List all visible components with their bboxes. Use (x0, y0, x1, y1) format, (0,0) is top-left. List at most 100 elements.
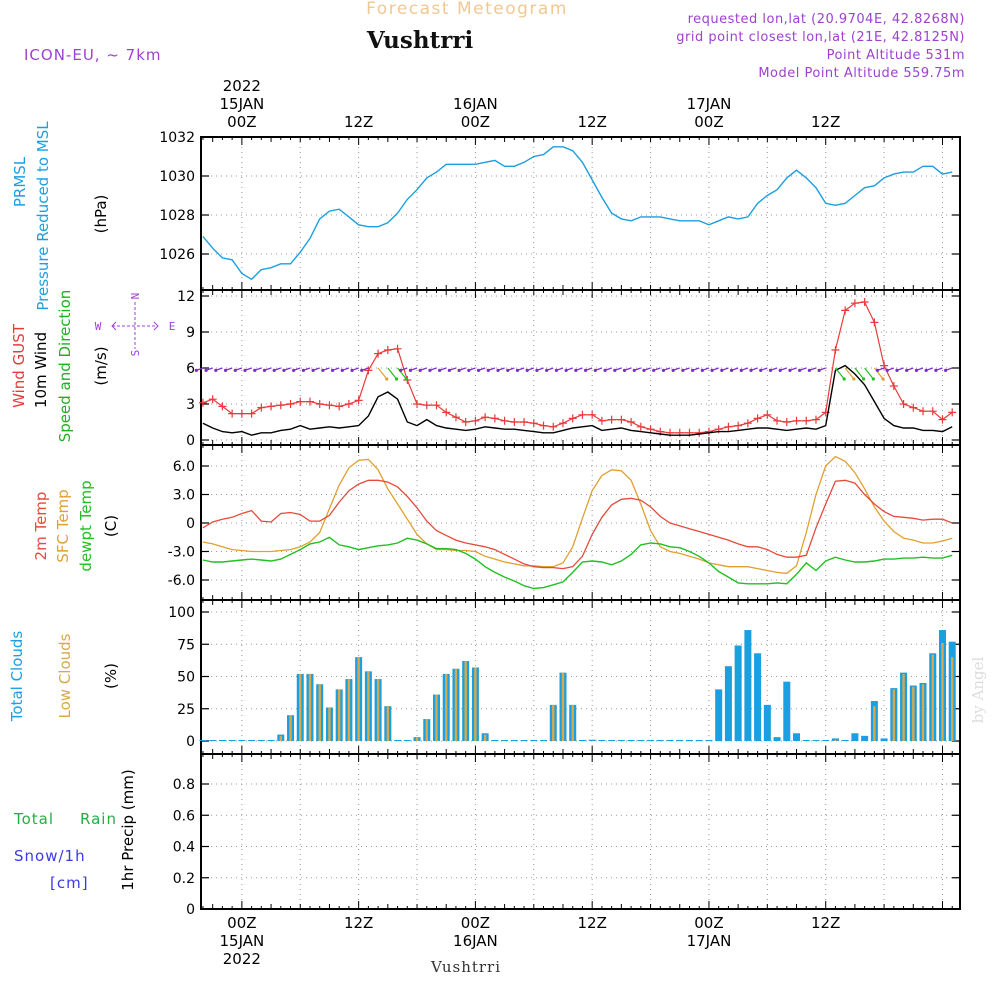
total-cloud-bar (578, 740, 586, 741)
total-cloud-bar (666, 740, 674, 741)
wind-direction-arrow (377, 367, 388, 380)
low-cloud-bar (308, 673, 312, 741)
gust-marker (850, 299, 859, 308)
wind-direction-arrow-head (817, 368, 821, 372)
wind-direction-arrow-head (535, 368, 539, 372)
wind-label-10m: 10m Wind (32, 332, 50, 408)
gust-marker (948, 408, 957, 417)
low-cloud-bar (873, 706, 876, 741)
wind-direction-arrow-head (506, 368, 510, 372)
low-cloud-bar (571, 704, 574, 741)
total-cloud-bar (540, 740, 548, 741)
wind-direction-arrow-head (476, 368, 481, 372)
wind-direction-arrow-head (447, 368, 451, 372)
gust-marker (734, 421, 743, 430)
total-cloud-bar (588, 739, 596, 741)
gust-marker (481, 413, 490, 422)
total-cloud-bar (267, 740, 275, 741)
gust-marker (860, 298, 869, 306)
wind-direction-arrow-head (671, 368, 675, 372)
precip-panel: 0 0.2 0.4 0.6 0.8 (173, 753, 961, 918)
time-label-top: 00Z (227, 113, 256, 131)
total-cloud-bar (598, 740, 606, 741)
low-cloud-bar (454, 668, 458, 741)
temp-2m-line (202, 479, 953, 570)
total-cloud-bar (724, 666, 732, 741)
time-label-bottom: 2022 (223, 950, 261, 968)
total-cloud-bar (530, 740, 538, 741)
low-cloud-bar (931, 654, 934, 741)
gust-marker (422, 401, 431, 410)
gust-marker (510, 418, 519, 426)
requested-coords: requested lon,lat (20.9704E, 42.8268N) (688, 12, 965, 27)
y-tick-label: 12 (177, 289, 195, 305)
gust-marker (374, 349, 383, 358)
wind-direction-arrow-head (486, 368, 490, 372)
gust-marker (208, 395, 217, 404)
wind-direction-arrow (387, 367, 398, 380)
gust-marker (568, 414, 577, 423)
wind-direction-arrow-head (944, 368, 948, 372)
total-cloud-bar (793, 733, 801, 741)
gust-marker (588, 410, 597, 419)
total-cloud-bar (773, 737, 781, 741)
wind-direction-arrow-head (282, 368, 286, 372)
gust-marker (841, 306, 850, 315)
low-cloud-bar (912, 686, 915, 741)
low-cloud-bar (834, 739, 837, 741)
wind-direction-arrow-head (729, 368, 734, 372)
gust-marker (558, 419, 567, 428)
gust-marker (753, 414, 762, 423)
precip-label-snow: Snow/1h (14, 847, 86, 865)
y-tick-label: 0 (186, 516, 195, 532)
wind-direction-arrow (864, 367, 874, 380)
total-cloud-bar (238, 740, 246, 741)
precip-axis-label: 1hr Precip (mm) (119, 769, 137, 890)
wind-direction-arrow-head (223, 368, 228, 372)
total-cloud-bar (676, 740, 684, 741)
temp-label-dewpt: dewpt Temp (77, 480, 95, 571)
low-cloud-bar (941, 642, 944, 741)
low-cloud-bar (357, 657, 360, 741)
gust-marker (928, 407, 937, 416)
wind-direction-arrow-head (788, 368, 792, 372)
gust-marker (889, 382, 898, 390)
low-cloud-bar (474, 667, 477, 741)
wind-direction-arrow-head (710, 368, 714, 372)
wind-direction-arrow-head (622, 368, 627, 372)
total-cloud-bar (403, 740, 411, 741)
y-tick-label: 9 (186, 325, 195, 341)
wind-direction-arrow-head (321, 368, 325, 372)
total-cloud-bar (199, 740, 207, 741)
y-tick-label: 0 (186, 433, 195, 449)
time-label-bottom: 16JAN (453, 932, 498, 950)
wind-direction-arrow (873, 367, 884, 380)
gust-marker (393, 344, 402, 353)
y-tick-label: 100 (168, 605, 195, 621)
total-cloud-bar (617, 740, 625, 741)
low-cloud-bar (435, 694, 438, 741)
dewpt-line (202, 536, 953, 590)
low-cloud-bar (289, 715, 292, 741)
wind-direction-arrow-head (262, 368, 267, 372)
total-cloud-bar (763, 704, 771, 741)
precip-frame (200, 753, 961, 910)
time-label-bottom: 12Z (811, 914, 840, 932)
y-tick-label: 25 (177, 702, 195, 718)
cloud-label-low: Low Clouds (56, 633, 74, 718)
total-cloud-bar (822, 740, 830, 741)
low-cloud-bar (347, 679, 351, 741)
wind-direction-arrow-head (350, 368, 354, 372)
gust-marker (335, 402, 344, 411)
y-tick-label: 0.8 (173, 777, 195, 793)
low-cloud-bar (921, 684, 925, 741)
wind-direction-arrow-head (385, 377, 389, 381)
compass-n: N (129, 293, 142, 300)
wind-direction-arrow-head (554, 368, 558, 372)
gust-marker (198, 398, 207, 407)
cloud-unit: (%) (102, 663, 120, 689)
total-cloud-bar (394, 740, 402, 741)
gust-marker (578, 410, 587, 419)
gust-line (202, 301, 953, 434)
